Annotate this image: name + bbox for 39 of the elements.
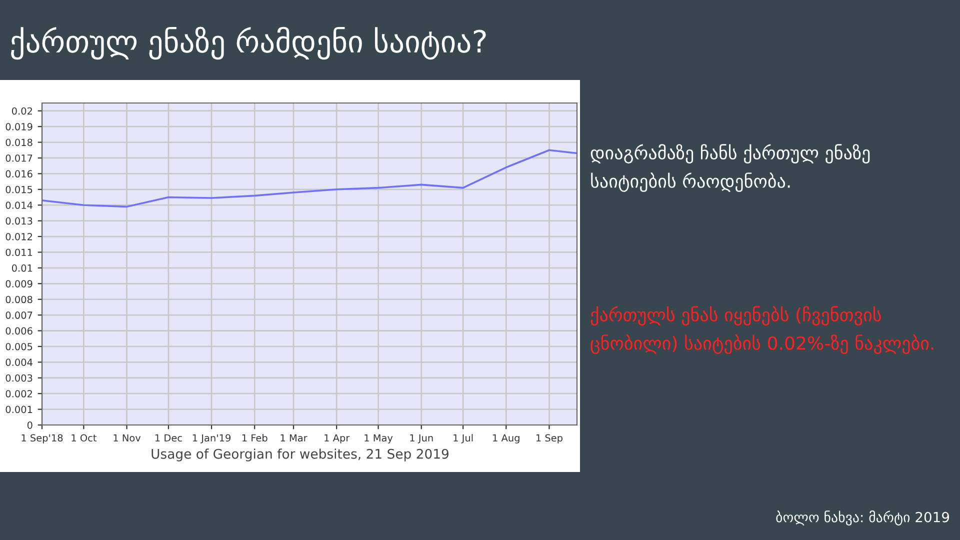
y-tick-label: 0.001	[6, 406, 32, 414]
x-tick-label: 1 Mar	[280, 434, 308, 442]
x-tick-label: 1 Sep'18	[22, 434, 63, 444]
x-tick-label: 1 Jul	[454, 434, 473, 444]
y-tick-label: 0.019	[6, 123, 32, 130]
y-tick-label: 0.011	[6, 248, 32, 256]
text: დიაგრამაზე ჩანს ქართულ ენაზე საიტიების რაოდენობა.	[590, 144, 870, 192]
text: Usage of Georgian for websites, 21 Sep 2019	[152, 448, 448, 462]
x-tick-label: 1 Jun	[410, 434, 433, 444]
y-tick-label: 0.018	[6, 138, 32, 146]
x-tick-label: 1 Apr	[324, 434, 350, 444]
text: ქართულს ენას იყენებს (ჩვენთვის ცნობილი) საიტების 0.02%-ზე ნაკლები.	[590, 306, 934, 354]
y-tick-label: 0.014	[6, 202, 32, 209]
text: ბოლო ნახვა: მარტი 2019	[776, 510, 950, 526]
y-tick-label: 0.013	[6, 217, 32, 225]
x-tick-label: 1 Sep	[536, 434, 562, 444]
y-tick-label: 0.016	[6, 170, 32, 178]
chart-title: ქართულ ენაზე რამდენი საიტია?	[11, 26, 486, 60]
x-tick-label: 1 Jan'19	[192, 434, 230, 444]
y-tick-label: 0.004	[6, 358, 32, 366]
x-tick-label: 1 Feb	[242, 434, 268, 442]
y-tick-label: 0.005	[6, 342, 32, 350]
y-tick-label: 0.008	[6, 296, 32, 304]
x-tick-label: 1 Dec	[155, 434, 182, 442]
y-tick-label: 0.003	[6, 374, 32, 382]
y-tick-label: 0.01	[12, 264, 32, 272]
x-tick-label: 1 Aug	[493, 434, 520, 444]
x-tick-label: 1 May	[364, 434, 393, 444]
x-tick-label: 1 Nov	[114, 434, 141, 442]
y-tick-label: 0.006	[6, 327, 32, 335]
y-tick-label: 0.007	[6, 312, 32, 319]
x-tick-label: 1 Oct	[72, 434, 96, 442]
y-tick-label: 0.02	[12, 107, 32, 115]
y-tick-label: 0.015	[6, 186, 32, 194]
y-tick-label: 0.002	[6, 390, 32, 398]
y-tick-label: 0.012	[6, 232, 32, 240]
y-tick-label: 0	[27, 421, 32, 429]
y-tick-label: 0.009	[6, 280, 32, 288]
y-tick-label: 0.017	[6, 154, 32, 162]
